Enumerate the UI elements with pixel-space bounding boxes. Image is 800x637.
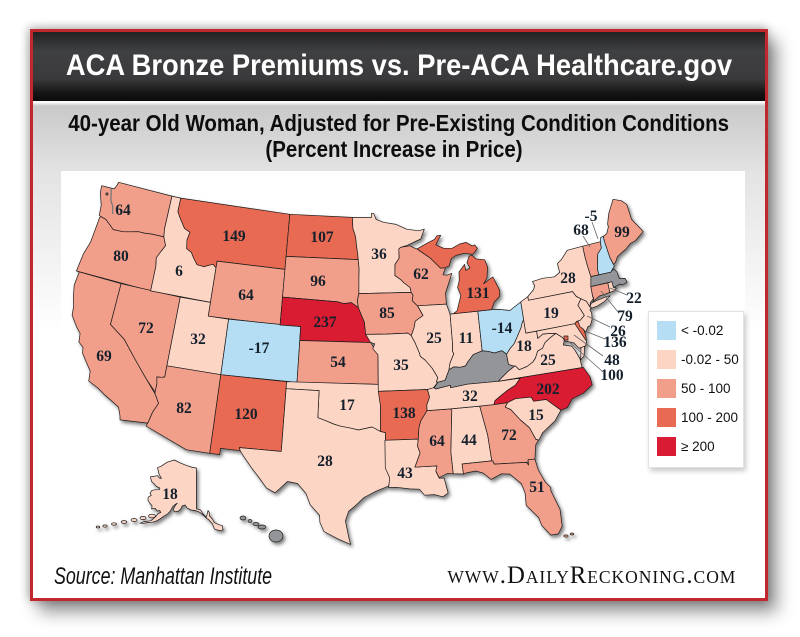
svg-text:19: 19 xyxy=(543,305,559,322)
svg-text:138: 138 xyxy=(392,405,416,422)
svg-text:-17: -17 xyxy=(249,340,270,357)
svg-text:15: 15 xyxy=(528,407,544,424)
svg-text:107: 107 xyxy=(310,229,334,246)
svg-text:18: 18 xyxy=(162,486,178,503)
svg-text:22: 22 xyxy=(626,290,642,307)
svg-text:54: 54 xyxy=(330,354,346,371)
svg-text:69: 69 xyxy=(96,348,112,365)
svg-text:51: 51 xyxy=(529,479,545,496)
svg-text:131: 131 xyxy=(466,285,489,302)
svg-text:82: 82 xyxy=(176,400,192,417)
svg-text:99: 99 xyxy=(614,224,630,241)
svg-text:96: 96 xyxy=(310,273,326,290)
svg-text:28: 28 xyxy=(317,453,333,470)
svg-text:62: 62 xyxy=(413,266,429,283)
svg-text:72: 72 xyxy=(501,427,517,444)
svg-text:25: 25 xyxy=(426,330,442,347)
svg-text:32: 32 xyxy=(190,331,206,348)
svg-text:149: 149 xyxy=(222,228,246,245)
svg-text:36: 36 xyxy=(371,246,387,263)
svg-text:202: 202 xyxy=(536,381,560,398)
svg-text:68: 68 xyxy=(573,222,589,239)
svg-text:11: 11 xyxy=(459,330,474,347)
svg-text:64: 64 xyxy=(238,287,254,304)
svg-text:26: 26 xyxy=(610,323,626,340)
svg-text:64: 64 xyxy=(115,202,131,219)
svg-text:72: 72 xyxy=(138,320,154,337)
svg-text:120: 120 xyxy=(234,406,258,423)
svg-text:17: 17 xyxy=(339,397,355,414)
svg-text:100: 100 xyxy=(600,367,624,384)
svg-text:237: 237 xyxy=(313,314,337,331)
svg-text:80: 80 xyxy=(113,248,129,265)
svg-text:-5: -5 xyxy=(585,208,598,225)
svg-text:25: 25 xyxy=(540,352,556,369)
svg-text:48: 48 xyxy=(604,352,620,369)
svg-text:35: 35 xyxy=(393,357,409,374)
svg-text:6: 6 xyxy=(175,263,183,280)
svg-text:43: 43 xyxy=(397,465,413,482)
svg-text:44: 44 xyxy=(461,432,477,449)
svg-text:136: 136 xyxy=(603,334,627,351)
svg-text:79: 79 xyxy=(617,308,633,325)
svg-text:32: 32 xyxy=(462,388,478,405)
svg-text:85: 85 xyxy=(379,305,395,322)
svg-text:28: 28 xyxy=(560,270,576,287)
svg-text:64: 64 xyxy=(429,433,445,450)
svg-text:-14: -14 xyxy=(492,320,513,337)
svg-text:18: 18 xyxy=(516,338,532,355)
